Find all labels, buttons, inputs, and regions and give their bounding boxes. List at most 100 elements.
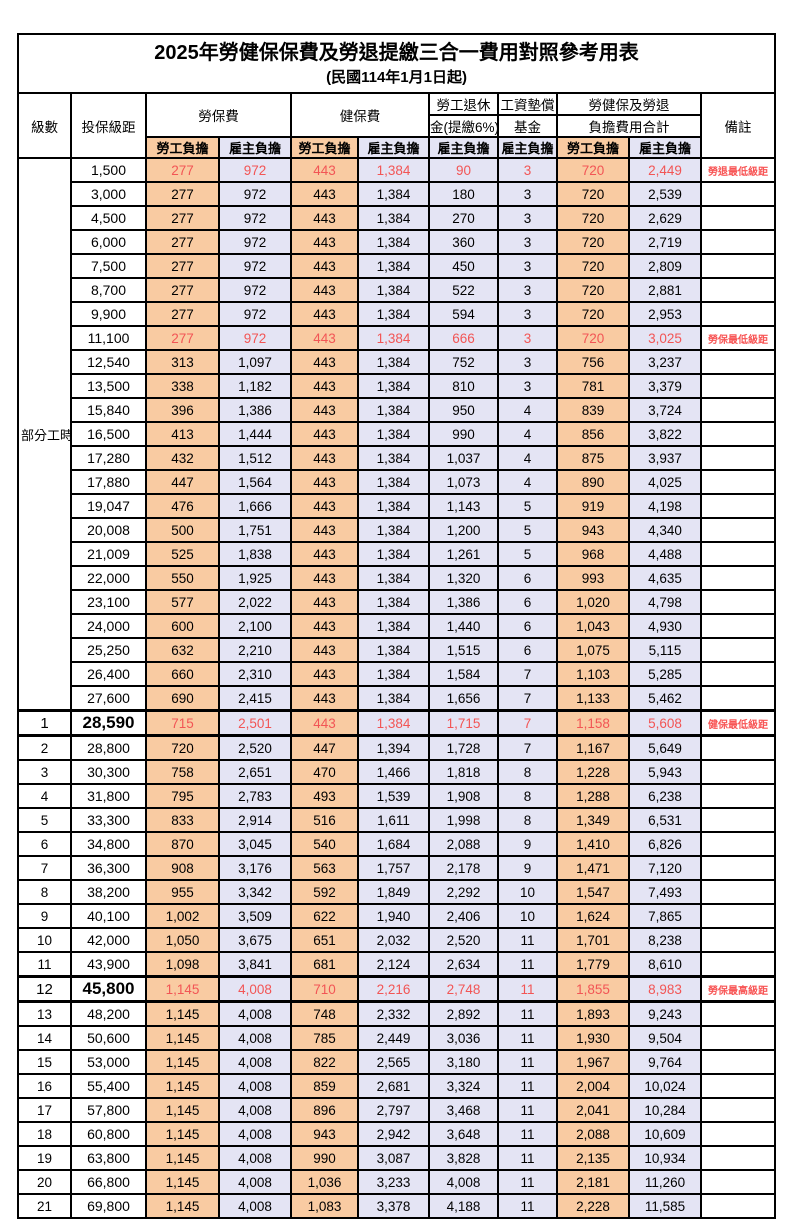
- table-row: 24,000 600 2,100 443 1,384 1,440 6 1,043 4,930: [18, 613, 777, 639]
- bracket-cell: 34,800: [70, 831, 147, 857]
- health-insurance-employee-cell: 710: [290, 975, 359, 1003]
- wage-fund-employer-cell: 7: [497, 734, 558, 761]
- bracket-cell: 30,300: [70, 759, 147, 785]
- labor-insurance-employee-cell: 277: [145, 277, 220, 303]
- remark-cell: [699, 373, 777, 399]
- remark-cell: [699, 637, 777, 663]
- wage-fund-employer-cell: 3: [497, 181, 558, 207]
- pension-employer-cell: 180: [428, 181, 499, 207]
- table-row: 17,880 447 1,564 443 1,384 1,073 4 890 4,025: [18, 469, 777, 495]
- total-employer-cell: 2,629: [628, 205, 702, 231]
- col-header-bracket: 投保級距: [70, 92, 147, 159]
- remark-cell: [699, 685, 777, 712]
- health-insurance-employee-cell: 896: [290, 1097, 359, 1123]
- level-cell: 5: [17, 807, 72, 833]
- reference-table-sheet: 2025年勞健保保費及勞退提繳三合一費用對照參考用表 (民國114年1月1日起)…: [16, 33, 777, 1219]
- labor-insurance-employer-cell: 4,008: [218, 1000, 292, 1027]
- pension-employer-cell: 1,073: [428, 469, 499, 495]
- table-row: 15,840 396 1,386 443 1,384 950 4 839 3,724: [18, 397, 777, 423]
- wage-fund-employer-cell: 10: [497, 879, 558, 905]
- pension-employer-cell: 522: [428, 277, 499, 303]
- labor-insurance-employee-cell: 277: [145, 205, 220, 231]
- total-employer-cell: 5,115: [628, 637, 702, 663]
- labor-insurance-employee-cell: 277: [145, 301, 220, 327]
- remark-cell: 勞退最低級距: [699, 157, 777, 183]
- table-row: 20,008 500 1,751 443 1,384 1,200 5 943 4,340: [18, 517, 777, 543]
- wage-fund-employer-cell: 3: [497, 229, 558, 255]
- wage-fund-employer-cell: 3: [497, 325, 558, 351]
- bracket-cell: 43,900: [70, 951, 147, 978]
- total-employer-cell: 3,379: [628, 373, 702, 399]
- pension-employer-cell: 2,748: [428, 975, 499, 1003]
- table-row: 11,100 277 972 443 1,384 666 3 720 3,025 勞保最低級距: [18, 325, 777, 351]
- labor-insurance-employer-cell: 1,751: [218, 517, 292, 543]
- bracket-cell: 38,200: [70, 879, 147, 905]
- level-cell: 21: [17, 1193, 72, 1219]
- health-insurance-employee-cell: 443: [290, 421, 359, 447]
- table-row: 7,500 277 972 443 1,384 450 3 720 2,809: [18, 253, 777, 279]
- bracket-cell: 11,100: [70, 325, 147, 351]
- total-employer-cell: 6,238: [628, 783, 702, 809]
- total-employee-cell: 2,135: [556, 1145, 630, 1171]
- health-insurance-employer-cell: 1,384: [357, 709, 430, 737]
- header-row-groups-2: 金(提繳6%) 基金 負擔費用合計: [18, 114, 775, 138]
- wage-fund-employer-cell: 3: [497, 349, 558, 375]
- labor-insurance-employee-cell: 500: [145, 517, 220, 543]
- wage-fund-employer-cell: 4: [497, 469, 558, 495]
- pension-employer-cell: 2,292: [428, 879, 499, 905]
- subheader-total-employer: 雇主負擔: [628, 136, 702, 159]
- bracket-cell: 28,800: [70, 734, 147, 761]
- labor-insurance-employer-cell: 972: [218, 229, 292, 255]
- table-row: 13 48,200 1,145 4,008 748 2,332 2,892 11 1,893 9,…: [17, 1000, 777, 1027]
- bracket-cell: 45,800: [70, 975, 147, 1003]
- total-employer-cell: 6,826: [628, 831, 702, 857]
- bracket-cell: 27,600: [70, 685, 147, 712]
- level-cell: 16: [17, 1073, 72, 1099]
- health-insurance-employee-cell: 785: [290, 1025, 359, 1051]
- health-insurance-employee-cell: 443: [290, 541, 359, 567]
- health-insurance-employee-cell: 443: [290, 469, 359, 495]
- labor-insurance-employer-cell: 4,008: [218, 1145, 292, 1171]
- health-insurance-employee-cell: 443: [290, 613, 359, 639]
- total-employee-cell: 720: [556, 229, 630, 255]
- health-insurance-employee-cell: 443: [290, 445, 359, 471]
- table-row: 22,000 550 1,925 443 1,384 1,320 6 993 4,635: [18, 565, 777, 591]
- bracket-cell: 28,590: [70, 709, 147, 737]
- total-employer-cell: 4,798: [628, 589, 702, 615]
- health-insurance-employer-cell: 1,384: [357, 157, 430, 183]
- total-employee-cell: 1,893: [556, 1000, 630, 1027]
- remark-cell: [699, 445, 777, 471]
- total-employee-cell: 1,167: [556, 734, 630, 761]
- wage-fund-employer-cell: 11: [497, 1000, 558, 1027]
- table-row: 9,900 277 972 443 1,384 594 3 720 2,953: [18, 301, 777, 327]
- total-employee-cell: 890: [556, 469, 630, 495]
- labor-insurance-employee-cell: 870: [145, 831, 220, 857]
- labor-insurance-employee-cell: 833: [145, 807, 220, 833]
- labor-insurance-employee-cell: 432: [145, 445, 220, 471]
- remark-cell: 勞保最高級距: [699, 975, 777, 1003]
- title-block: 2025年勞健保保費及勞退提繳三合一費用對照參考用表 (民國114年1月1日起): [16, 33, 777, 94]
- labor-insurance-employee-cell: 908: [145, 855, 220, 881]
- remark-cell: [699, 807, 777, 833]
- health-insurance-employee-cell: 443: [290, 229, 359, 255]
- health-insurance-employee-cell: 493: [290, 783, 359, 809]
- total-employer-cell: 10,934: [628, 1145, 702, 1171]
- total-employee-cell: 993: [556, 565, 630, 591]
- page-subtitle: (民國114年1月1日起): [326, 69, 467, 86]
- labor-insurance-employer-cell: 1,182: [218, 373, 292, 399]
- table-row: 12,540 313 1,097 443 1,384 752 3 756 3,237: [18, 349, 777, 375]
- bracket-cell: 36,300: [70, 855, 147, 881]
- level-cell: 14: [17, 1025, 72, 1051]
- total-employer-cell: 7,865: [628, 903, 702, 929]
- remark-cell: [699, 1145, 777, 1171]
- pension-employer-cell: 1,320: [428, 565, 499, 591]
- bracket-cell: 13,500: [70, 373, 147, 399]
- health-insurance-employer-cell: 1,384: [357, 253, 430, 279]
- labor-insurance-employer-cell: 972: [218, 301, 292, 327]
- health-insurance-employer-cell: 1,539: [357, 783, 430, 809]
- bracket-cell: 48,200: [70, 1000, 147, 1027]
- labor-insurance-employer-cell: 1,564: [218, 469, 292, 495]
- total-employer-cell: 3,237: [628, 349, 702, 375]
- labor-insurance-employer-cell: 4,008: [218, 1073, 292, 1099]
- total-employer-cell: 2,881: [628, 277, 702, 303]
